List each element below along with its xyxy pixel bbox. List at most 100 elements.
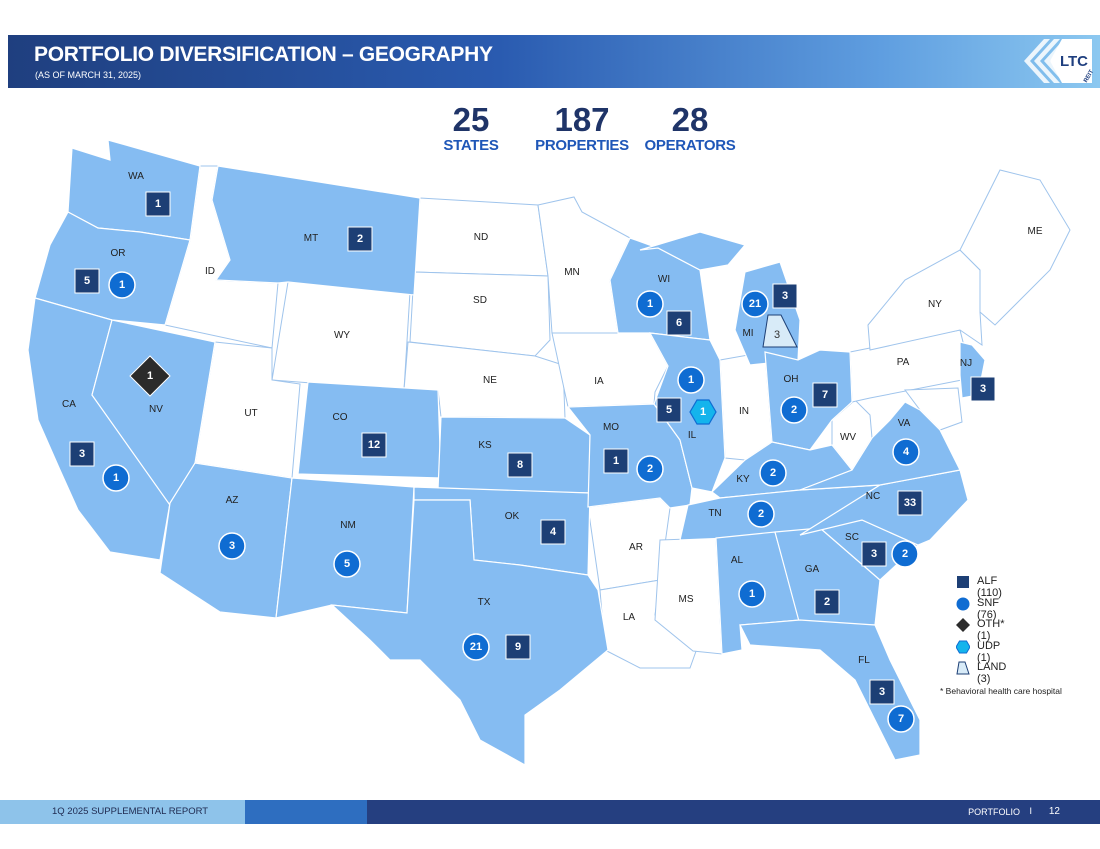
marker-shape (108, 271, 136, 299)
marker-shape (677, 366, 705, 394)
state-nc (799, 469, 969, 546)
stat-value: 187 (554, 101, 610, 138)
marker-nm-snf: 5 (333, 550, 361, 578)
marker-shape (738, 580, 766, 608)
state-label-ok: OK (505, 511, 520, 522)
marker-shape (869, 679, 895, 705)
legend-label: LAND (3) (977, 661, 1007, 685)
marker-value: 8 (517, 459, 523, 471)
marker-il-alf: 5 (656, 397, 682, 423)
state-ia (551, 332, 669, 408)
state-de-md (904, 387, 963, 431)
marker-il-snf: 1 (677, 366, 705, 394)
state-label-nm: NM (340, 520, 356, 531)
state-label-nd: ND (474, 232, 488, 243)
marker-shape (689, 399, 717, 425)
marker-value: 1 (613, 455, 619, 467)
state-label-sc: SC (845, 532, 859, 543)
state-tx (330, 499, 609, 767)
stat-operators: 28 OPERATORS (640, 103, 740, 155)
us-map: WA OR CA ID NV MT WY UT AZ CO NM ND SD NE KS OK TX MN IA MO… (27, 140, 1071, 767)
marker-value: 2 (647, 463, 653, 475)
marker-mo-snf: 2 (636, 455, 664, 483)
state-label-co: CO (333, 412, 348, 423)
marker-oh-snf: 2 (780, 396, 808, 424)
marker-sc-alf: 3 (861, 541, 887, 567)
state-label-az: AZ (226, 495, 239, 506)
marker-shape (897, 490, 923, 516)
marker-tx-alf: 9 (505, 634, 531, 660)
marker-value: 2 (357, 233, 363, 245)
state-va (799, 401, 961, 491)
state-label-oh: OH (784, 374, 799, 385)
state-label-nv: NV (149, 404, 163, 415)
marker-or-snf: 1 (108, 271, 136, 299)
footer-section: PORTFOLIO (968, 807, 1020, 817)
marker-value: 5 (344, 558, 350, 570)
marker-value: 1 (155, 198, 161, 210)
marker-va-snf: 4 (892, 438, 920, 466)
state-label-ia: IA (594, 376, 604, 387)
marker-shape (333, 550, 361, 578)
state-co (297, 381, 442, 479)
marker-shape (892, 438, 920, 466)
marker-ks-alf: 8 (507, 452, 533, 478)
state-label-wi: WI (658, 274, 670, 285)
header-banner: PORTFOLIO DIVERSIFICATION – GEOGRAPHY (A… (8, 35, 1100, 88)
stat-properties: 187 PROPERTIES (530, 103, 634, 155)
marker-value: 1 (749, 588, 755, 600)
svg-text:LTC: LTC (1060, 53, 1088, 70)
state-label-wy: WY (334, 330, 350, 341)
marker-value: 4 (903, 446, 910, 458)
marker-value: 2 (758, 508, 764, 520)
marker-mi-snf: 21 (741, 290, 769, 318)
state-label-ne: NE (483, 375, 497, 386)
marker-al-snf: 1 (738, 580, 766, 608)
state-or (34, 211, 191, 326)
marker-shape (891, 540, 919, 568)
state-label-al: AL (731, 555, 744, 566)
state-label-mt: MT (304, 233, 318, 244)
marker-value: 1 (688, 374, 694, 386)
marker-value: 3 (980, 383, 986, 395)
marker-value: 3 (782, 290, 788, 302)
state-label-il: IL (688, 430, 697, 441)
marker-mi-land: 3 (762, 314, 798, 348)
marker-value: 1 (113, 472, 119, 484)
marker-value: 7 (898, 713, 904, 725)
page-title: PORTFOLIO DIVERSIFICATION – GEOGRAPHY (34, 43, 493, 66)
marker-value: 2 (824, 596, 830, 608)
marker-shape (69, 441, 95, 467)
marker-value: 21 (470, 641, 482, 653)
legend-label: UDP (1) (977, 639, 1001, 664)
marker-co-alf: 12 (361, 432, 387, 458)
marker-value: 9 (515, 641, 521, 653)
state-label-ar: AR (629, 542, 643, 553)
circle-icon (956, 597, 970, 610)
state-label-ca: CA (62, 399, 76, 410)
marker-ky-snf: 2 (759, 459, 787, 487)
marker-shape (759, 459, 787, 487)
marker-shape (656, 397, 682, 423)
marker-wi-snf: 1 (636, 290, 664, 318)
diamond-icon (956, 618, 970, 632)
marker-shape (218, 532, 246, 560)
state-label-wa: WA (128, 171, 144, 182)
marker-sc-snf: 2 (891, 540, 919, 568)
state-label-nj: NJ (960, 358, 972, 369)
marker-mo-alf: 1 (603, 448, 629, 474)
marker-shape (814, 589, 840, 615)
triangle-icon (956, 661, 970, 675)
footer-page-number: 12 (1048, 806, 1060, 817)
marker-shape (812, 382, 838, 408)
marker-shape (145, 191, 171, 217)
stat-label: STATES (443, 137, 499, 154)
stat-value: 28 (671, 101, 709, 138)
footer-separator: I (1029, 806, 1032, 816)
marker-nv-oth: 1 (129, 355, 171, 397)
state-il (648, 332, 726, 493)
marker-value: 2 (770, 467, 776, 479)
state-label-mi: MI (742, 328, 753, 339)
state-label-ks: KS (478, 440, 492, 451)
